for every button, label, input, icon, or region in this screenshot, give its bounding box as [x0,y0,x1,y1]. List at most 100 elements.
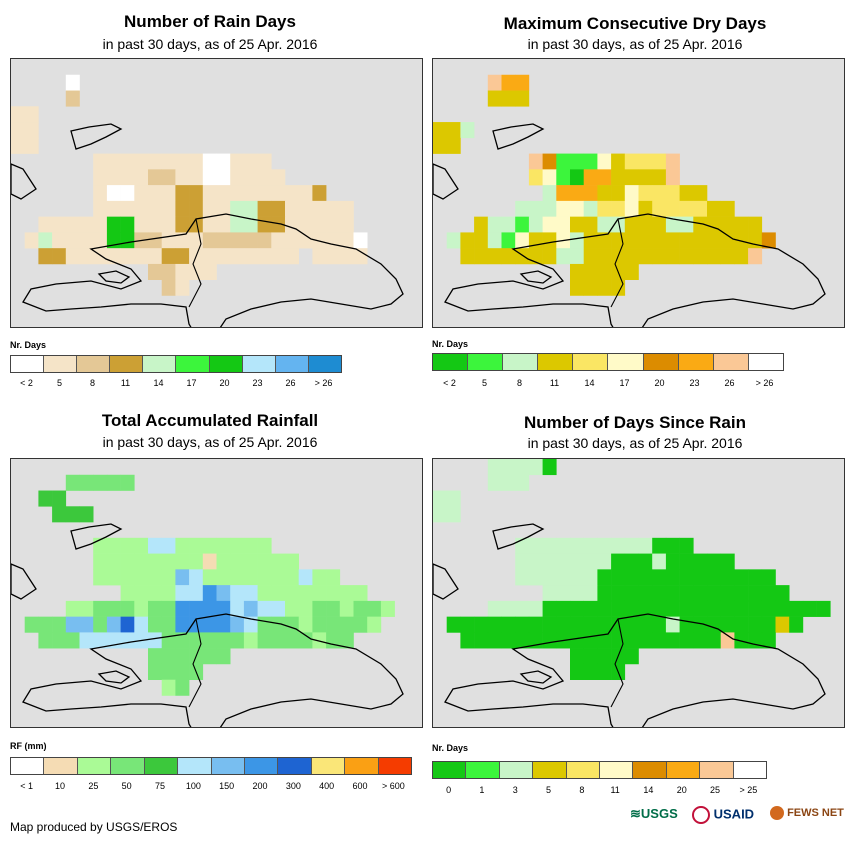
grid-cell [134,585,149,602]
grid-cell [161,185,176,202]
island-coastline [433,163,459,200]
grid-cell [611,569,626,586]
legend-swatch [533,762,567,778]
grid-cell [175,616,190,633]
grid-cell [257,553,272,570]
grid-cell [216,216,231,233]
grid-cell [93,600,108,617]
grid-cell [326,232,341,249]
grid-cell [528,537,543,554]
grid-cell [734,248,749,265]
grid-cell [720,248,735,265]
grid-cell [11,122,25,139]
grid-cell [38,216,53,233]
grid-cell [501,232,516,249]
legend-swatch [44,356,78,372]
grid-cell [339,232,354,249]
grid-cell [216,648,231,665]
grid-cell [542,459,557,476]
grid-cell [202,553,217,570]
grid-cell [611,200,626,217]
grid-cell [134,169,149,186]
grid-cell [202,616,217,633]
grid-cell [693,632,708,649]
grid-cell [597,153,612,170]
panel-subtitle: in past 30 days, as of 25 Apr. 2016 [102,36,318,52]
legend-label: 150 [219,781,235,791]
grid-cell [515,600,530,617]
grid-cell [570,279,584,296]
grid-cell [816,600,831,617]
grid-cell [693,232,708,249]
grid-cell [230,185,245,202]
country-border [188,618,202,708]
grid-cell [624,569,639,586]
map-canvas [433,459,831,727]
grid-cell [693,616,708,633]
grid-cell [693,200,708,217]
map-canvas [11,474,404,727]
grid-cell [487,90,502,107]
grid-cell [202,216,217,233]
grid-cell [556,569,571,586]
grid-cell [597,632,612,649]
legend-swatch [643,354,679,370]
grid-cell [202,648,217,665]
grid-cell [65,90,80,107]
grid-cell [638,248,653,265]
panel-subtitle: in past 30 days, as of 25 Apr. 2016 [527,36,743,52]
grid-cell [230,585,245,602]
grid-cell [161,632,176,649]
grid-cell [106,553,121,570]
usaid-logo: USAID [692,806,754,824]
grid-cell [638,169,653,186]
grid-cell [665,232,680,249]
grid-cell [120,600,135,617]
legend-title: Nr. Days [10,340,47,350]
grid-cell [285,200,299,217]
grid-cell [202,632,217,649]
legend-swatch [211,758,245,774]
legend-swatch [209,356,243,372]
legend-swatch [538,354,574,370]
grid-cell [120,185,135,202]
grid-cell [652,569,667,586]
grid-cell [148,569,162,586]
grid-cell [707,632,721,649]
grid-cell [189,569,204,586]
grid-cell [734,569,749,586]
grid-cell [134,153,149,170]
grid-cell [257,169,272,186]
map-canvas [433,74,826,327]
grid-cell [583,263,598,280]
grid-cell [570,616,584,633]
grid-cell [93,553,108,570]
grid-cell [189,185,204,202]
grid-cell [120,553,135,570]
grid-cell [638,537,653,554]
grid-cell [597,537,612,554]
grid-cell [38,248,53,265]
legend-swatch [44,758,78,774]
grid-cell [161,585,176,602]
grid-cell [11,137,25,154]
legend-label: 5 [56,378,63,388]
grid-cell [597,585,612,602]
grid-cell [624,216,639,233]
grid-cell [93,232,108,249]
grid-cell [597,248,612,265]
panel-title: Total Accumulated Rainfall [101,411,319,430]
grid-cell [202,569,217,586]
grid-cell [693,248,708,265]
grid-cell [285,232,299,249]
grid-cell [271,569,286,586]
grid-cell [326,632,341,649]
grid-cell [79,632,94,649]
grid-cell [189,616,204,633]
legend-swatch [244,758,279,774]
grid-cell [570,248,584,265]
grid-cell [597,616,612,633]
legend-label: 10 [54,781,66,791]
grid-cell [542,632,557,649]
grid-cell [611,585,626,602]
